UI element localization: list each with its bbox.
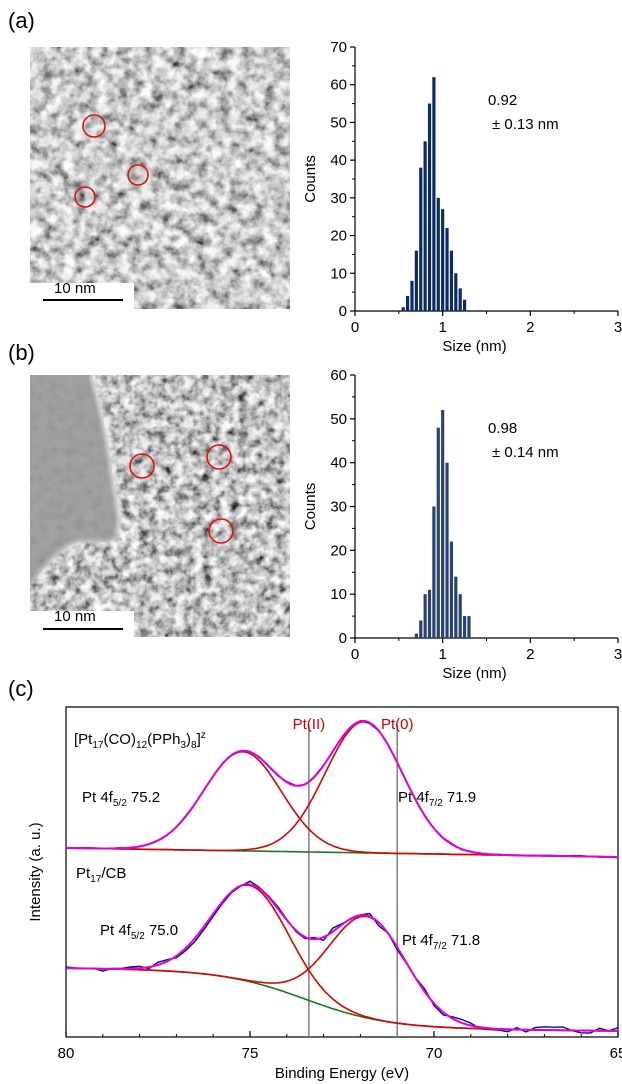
y-tick-label: 0 bbox=[339, 630, 347, 647]
x-tick-label: 2 bbox=[526, 319, 534, 336]
x-tick-label: 1 bbox=[438, 319, 446, 336]
size-std-label: ± 0.13 nm bbox=[492, 116, 559, 133]
histogram-bar bbox=[423, 141, 427, 311]
tem-image-a bbox=[30, 47, 290, 309]
particle-marker bbox=[74, 186, 96, 208]
histogram-bar bbox=[462, 299, 467, 311]
y-axis-label: Counts bbox=[302, 155, 319, 203]
histogram-bar bbox=[419, 167, 423, 311]
histogram-bar bbox=[419, 620, 423, 638]
y-tick-label: 20 bbox=[330, 228, 347, 245]
x-tick-label: 0 bbox=[351, 319, 359, 336]
x-axis-label: Size (nm) bbox=[442, 338, 506, 355]
histogram-bar bbox=[458, 594, 462, 638]
xps-peak-component bbox=[66, 884, 618, 1032]
y-tick-label: 70 bbox=[330, 39, 347, 56]
histogram-bar bbox=[458, 288, 462, 311]
y-tick-label: 60 bbox=[330, 367, 347, 384]
particle-marker bbox=[208, 518, 234, 544]
size-mean-label: 0.92 bbox=[488, 92, 517, 109]
y-tick-label: 40 bbox=[330, 455, 347, 472]
panel-label-b: (b) bbox=[8, 340, 35, 365]
histogram-bar bbox=[414, 633, 418, 638]
reference-line-label: Pt(0) bbox=[381, 716, 414, 733]
xps-background bbox=[66, 967, 618, 1032]
histogram-bar bbox=[467, 616, 471, 638]
panel-label-a: (a) bbox=[8, 8, 35, 33]
x-tick-label: 0 bbox=[351, 646, 359, 663]
histogram-bar bbox=[410, 280, 414, 311]
histogram-bar bbox=[441, 410, 445, 638]
x-tick-label: 3 bbox=[614, 319, 622, 336]
peak-label: Pt 4f5/2 75.0 bbox=[100, 922, 178, 942]
size-mean-label: 0.98 bbox=[488, 420, 517, 437]
sample-label-cluster: [Pt17(CO)12(PPh3)8]z bbox=[74, 730, 206, 751]
particle-marker bbox=[206, 444, 232, 470]
histogram-bar bbox=[432, 77, 436, 312]
x-axis-label: Size (nm) bbox=[442, 665, 506, 682]
histogram-bar bbox=[454, 273, 458, 311]
histogram-bar bbox=[406, 295, 410, 311]
histogram-bar bbox=[436, 427, 440, 638]
x-tick-label: 1 bbox=[438, 646, 446, 663]
y-tick-label: 20 bbox=[330, 542, 347, 559]
histogram-bar bbox=[441, 209, 445, 311]
scale-bar-label-a: 10 nm bbox=[54, 280, 96, 297]
y-tick-label: 40 bbox=[330, 152, 347, 169]
histogram-bar bbox=[423, 594, 427, 638]
scale-bar-label-b: 10 nm bbox=[54, 608, 96, 625]
histogram-bar bbox=[449, 250, 454, 311]
x-tick-label: 80 bbox=[58, 1045, 75, 1062]
x-tick-label: 2 bbox=[526, 646, 534, 663]
histogram-bar bbox=[427, 589, 432, 638]
plot-frame bbox=[65, 706, 619, 1038]
peak-label: Pt 4f7/2 71.8 bbox=[402, 932, 480, 952]
x-tick-label: 3 bbox=[614, 646, 622, 663]
tem-image-b-graphic bbox=[30, 375, 290, 637]
xps-fit-envelope bbox=[66, 719, 618, 858]
x-tick-label: 70 bbox=[426, 1045, 443, 1062]
y-tick-label: 0 bbox=[339, 303, 347, 320]
y-tick-label: 60 bbox=[330, 77, 347, 94]
y-tick-label: 50 bbox=[330, 114, 347, 131]
histogram-bar bbox=[427, 103, 432, 311]
peak-label: Pt 4f7/2 71.9 bbox=[398, 789, 476, 809]
histogram-bar bbox=[414, 250, 418, 311]
histogram-bar bbox=[445, 228, 449, 311]
y-axis-label: Intensity (a. u.) bbox=[27, 822, 44, 921]
histogram-bar bbox=[462, 616, 467, 638]
y-tick-label: 10 bbox=[330, 265, 347, 282]
x-axis-label: Binding Energy (eV) bbox=[275, 1065, 409, 1082]
scale-bar-b bbox=[43, 628, 123, 630]
histogram-bar bbox=[432, 506, 436, 638]
histogram-bar bbox=[436, 197, 440, 311]
xps-fit-envelope bbox=[66, 883, 618, 1032]
y-tick-label: 30 bbox=[330, 499, 347, 516]
tem-image-a-graphic bbox=[30, 47, 290, 309]
particle-marker bbox=[127, 164, 149, 186]
size-std-label: ± 0.14 nm bbox=[492, 444, 559, 461]
y-tick-label: 10 bbox=[330, 586, 347, 603]
histogram-bar bbox=[445, 462, 449, 638]
x-tick-label: 65 bbox=[610, 1045, 622, 1062]
y-axis-label: Counts bbox=[302, 483, 319, 531]
scale-bar-a bbox=[43, 299, 123, 301]
particle-marker bbox=[129, 453, 155, 479]
reference-line-label: Pt(II) bbox=[293, 716, 326, 733]
xps-raw-data bbox=[65, 880, 619, 1034]
peak-label: Pt 4f5/2 75.2 bbox=[82, 789, 160, 809]
panel-label-c: (c) bbox=[8, 676, 34, 701]
sample-label-support: Pt17/CB bbox=[76, 865, 126, 885]
histogram-bar bbox=[454, 576, 458, 638]
particle-marker bbox=[82, 114, 106, 138]
tem-image-b bbox=[30, 375, 290, 637]
y-tick-label: 30 bbox=[330, 190, 347, 207]
y-tick-label: 50 bbox=[330, 411, 347, 428]
histogram-bar bbox=[401, 307, 405, 311]
histogram-bar bbox=[449, 541, 454, 638]
x-tick-label: 75 bbox=[242, 1045, 259, 1062]
